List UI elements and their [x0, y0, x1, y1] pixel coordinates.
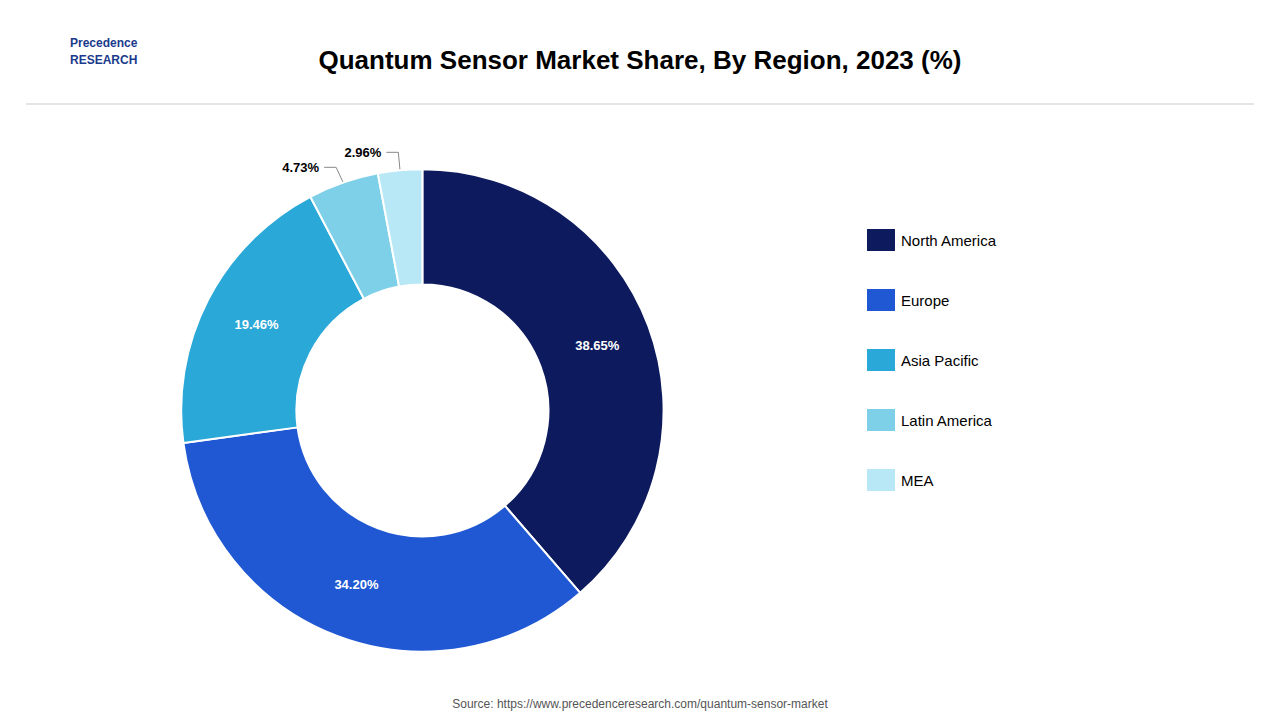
svg-text:MEA: MEA: [901, 472, 934, 489]
svg-text:34.20%: 34.20%: [334, 577, 379, 592]
svg-text:RESEARCH: RESEARCH: [70, 53, 137, 67]
svg-text:Europe: Europe: [901, 292, 949, 309]
svg-text:19.46%: 19.46%: [235, 317, 280, 332]
svg-text:4.73%: 4.73%: [282, 160, 319, 175]
svg-text:Latin America: Latin America: [901, 412, 993, 429]
svg-text:Precedence: Precedence: [70, 36, 138, 50]
svg-text:Source: https://www.precedence: Source: https://www.precedenceresearch.c…: [452, 697, 828, 711]
svg-text:North America: North America: [901, 232, 997, 249]
svg-text:Quantum Sensor Market Share, B: Quantum Sensor Market Share, By Region, …: [319, 45, 962, 75]
svg-text:2.96%: 2.96%: [344, 145, 381, 160]
svg-text:Asia Pacific: Asia Pacific: [901, 352, 979, 369]
svg-text:38.65%: 38.65%: [575, 338, 620, 353]
